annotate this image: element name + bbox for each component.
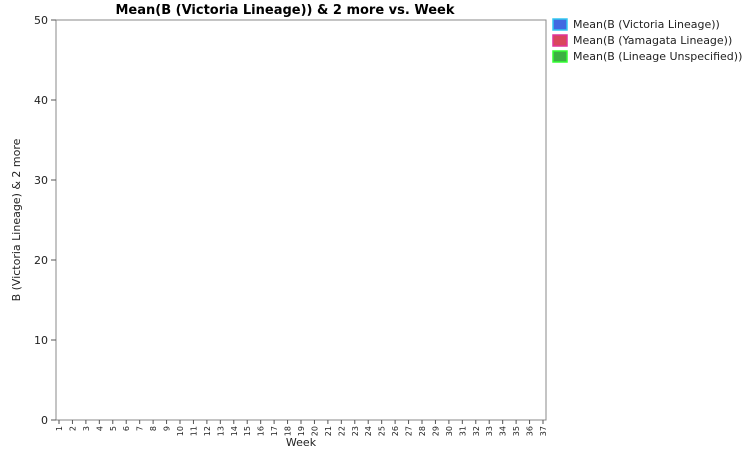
x-tick-label: 25 [378, 426, 387, 436]
chart-title: Mean(B (Victoria Lineage)) & 2 more vs. … [115, 3, 454, 18]
legend-swatch [552, 50, 568, 63]
x-tick-label: 17 [270, 426, 279, 436]
x-tick-label: 32 [472, 426, 481, 436]
y-axis-title: B (Victoria Lineage) & 2 more [10, 138, 23, 301]
x-tick-label: 21 [324, 426, 333, 436]
x-tick-label: 24 [364, 426, 373, 436]
x-tick-label: 20 [310, 426, 319, 436]
x-tick-label: 28 [418, 426, 427, 436]
x-tick-label: 36 [526, 426, 535, 436]
x-tick-label: 30 [445, 426, 454, 436]
y-axis: 0 10 20 30 40 50 [34, 14, 56, 427]
y-tick-label: 30 [34, 174, 48, 187]
x-tick-label: 31 [458, 426, 467, 436]
x-tick-label: 12 [203, 426, 212, 436]
x-tick-label: 23 [351, 426, 360, 436]
x-tick-label: 35 [512, 426, 521, 436]
x-tick-label: 37 [539, 426, 548, 436]
x-tick-label: 10 [176, 426, 185, 436]
x-tick-label: 4 [95, 426, 104, 431]
x-tick-label: 29 [431, 426, 440, 436]
plot-area [55, 19, 547, 421]
x-tick-label: 22 [337, 426, 346, 436]
x-tick-label: 2 [68, 426, 77, 431]
y-tick-label: 20 [34, 254, 48, 267]
x-tick-label: 8 [149, 426, 158, 431]
x-tick-label: 7 [136, 426, 145, 431]
y-tick-label: 0 [41, 414, 48, 427]
x-axis-title: Week [286, 436, 317, 449]
x-tick-label: 6 [122, 426, 131, 431]
x-tick-label: 3 [82, 426, 91, 431]
legend-label: Mean(B (Victoria Lineage)) [573, 18, 720, 31]
plot-frame [55, 19, 547, 421]
y-tick-label: 50 [34, 14, 48, 27]
x-tick-label: 19 [297, 426, 306, 436]
x-tick-label: 26 [391, 426, 400, 436]
x-tick-label: 1 [55, 426, 64, 431]
x-tick-label: 16 [257, 426, 266, 436]
y-tick-label: 10 [34, 334, 48, 347]
legend-swatch [552, 34, 568, 47]
x-axis: 1 2 3 4 5 6 7 8 9 10 11 12 13 14 15 16 17 18 19 20 21 22 23 24 2… [55, 420, 548, 436]
y-tick-label: 40 [34, 94, 48, 107]
legend-swatch [552, 18, 568, 31]
x-tick-label: 33 [485, 426, 494, 436]
x-tick-label: 34 [499, 426, 508, 436]
legend: Mean(B (Victoria Lineage)) Mean(B (Yamaga… [552, 18, 742, 63]
x-tick-label: 14 [230, 426, 239, 436]
x-tick-label: 11 [189, 426, 198, 436]
x-tick-label: 18 [284, 426, 293, 436]
x-tick-label: 5 [109, 426, 118, 431]
x-tick-label: 13 [216, 426, 225, 436]
x-tick-label: 9 [163, 426, 172, 431]
legend-label: Mean(B (Lineage Unspecified)) [573, 50, 742, 63]
legend-label: Mean(B (Yamagata Lineage)) [573, 34, 732, 47]
x-tick-label: 27 [405, 426, 414, 436]
x-tick-label: 15 [243, 426, 252, 436]
